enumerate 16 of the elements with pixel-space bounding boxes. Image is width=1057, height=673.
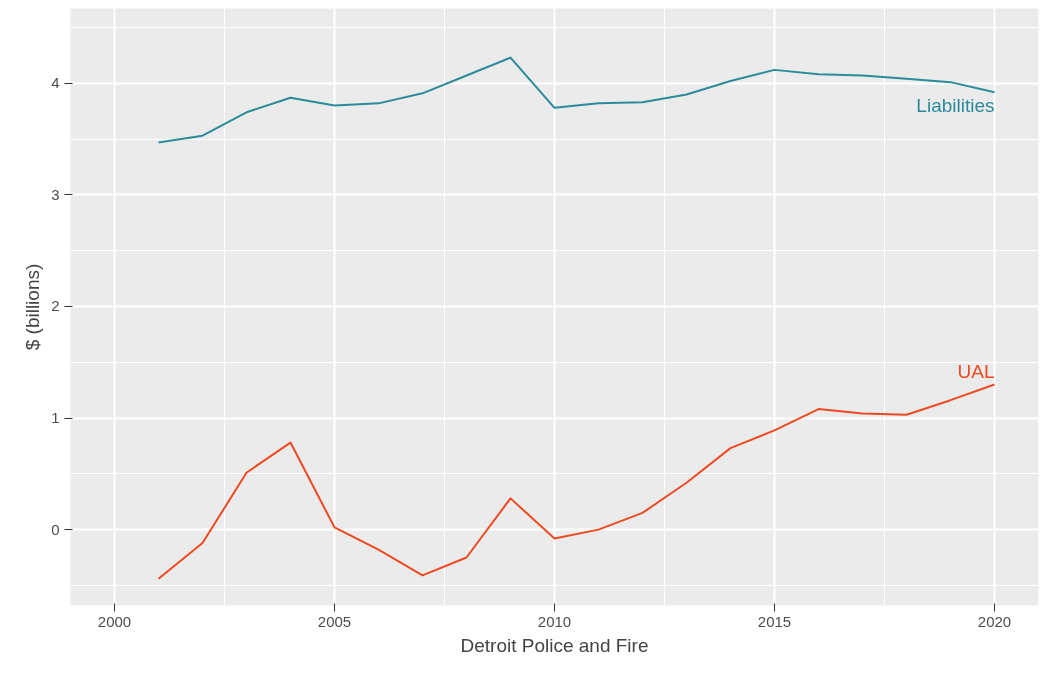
- x-tick-label: 2020: [977, 612, 1012, 630]
- x-axis-title: Detroit Police and Fire: [460, 634, 649, 656]
- y-axis-title: $ (billions): [22, 263, 44, 351]
- x-tick-label: 2000: [97, 612, 132, 630]
- line-series: [157, 56, 996, 144]
- x-tick-label: 2015: [757, 612, 792, 630]
- y-tick-label: 3: [51, 185, 60, 203]
- series-label: UAL: [957, 360, 995, 382]
- x-tick-label: 2005: [317, 612, 352, 630]
- x-tick-label: 2010: [537, 612, 572, 630]
- y-tick-label: 0: [51, 520, 60, 538]
- y-tick-label: 1: [51, 409, 60, 427]
- series-label: Liabilities: [916, 95, 995, 117]
- y-tick-label: 4: [51, 74, 60, 92]
- line-series: [157, 383, 996, 580]
- y-tick-label: 2: [51, 297, 60, 315]
